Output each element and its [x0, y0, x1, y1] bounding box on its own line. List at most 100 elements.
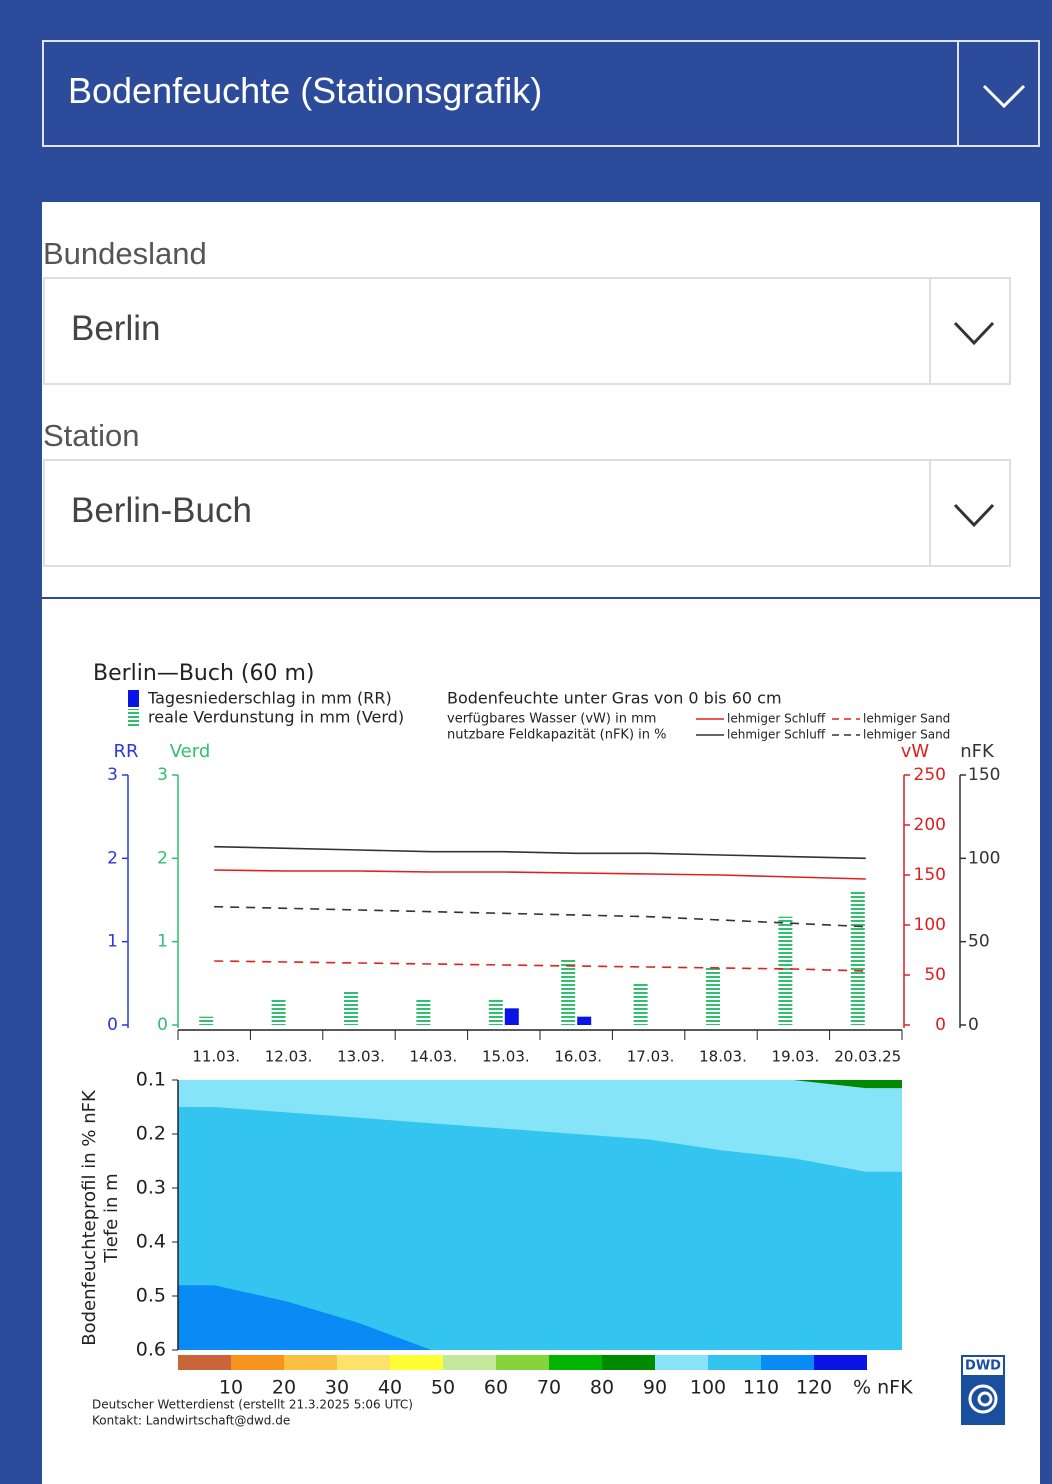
y-tick-label: 0: [968, 1015, 979, 1035]
profile-ylabel: Tiefe in m: [101, 1173, 122, 1263]
colorscale-label: 10: [219, 1377, 243, 1399]
y-tick-label: 2: [107, 848, 118, 868]
colorscale-cell: [231, 1355, 284, 1370]
line: [214, 845, 866, 860]
y-tick-label: 0.4: [136, 1231, 166, 1253]
bar: [850, 891, 865, 1025]
field-label: Bundesland: [43, 236, 207, 271]
y-tick-label: 200: [914, 815, 946, 835]
y-tick-label: 1: [157, 932, 168, 952]
colorscale-label: 90: [643, 1377, 667, 1399]
profile-layer: [178, 1107, 902, 1350]
colorscale-cell: [390, 1355, 443, 1370]
y-tick-label: 50: [924, 965, 946, 985]
select-box[interactable]: Berlin: [43, 277, 1011, 385]
contact: Kontakt: Landwirtschaft@dwd.de: [92, 1414, 290, 1428]
y-tick-label: 1: [107, 932, 118, 952]
y-tick-label: 0.1: [136, 1069, 166, 1091]
credit: Deutscher Wetterdienst (erstellt 21.3.20…: [92, 1398, 413, 1412]
y-axis-title: Verd: [170, 741, 211, 762]
colorscale-cell: [655, 1355, 708, 1370]
chart-subtitle: Bodenfeuchte unter Gras von 0 bis 60 cm: [447, 689, 782, 708]
y-tick-label: 0.2: [136, 1123, 166, 1145]
line: [214, 960, 866, 972]
colorscale-cell: [549, 1355, 602, 1370]
x-tick-label: 19.03.: [772, 1048, 820, 1066]
y-tick-label: 3: [107, 765, 118, 785]
select-value: Berlin: [71, 309, 161, 348]
logo-spiral: [968, 1384, 998, 1414]
field-label: Station: [43, 418, 140, 453]
colorscale-cell: [443, 1355, 496, 1370]
x-tick-label: 18.03.: [699, 1048, 747, 1066]
legend-swatch: [128, 709, 139, 726]
x-tick-label: 14.03.: [410, 1048, 458, 1066]
colorscale-label: 60: [484, 1377, 508, 1399]
y-tick-label: 0.3: [136, 1177, 166, 1199]
y-tick-label: 150: [968, 765, 1000, 785]
divider: [929, 279, 931, 383]
colorscale-unit: % nFK: [853, 1377, 913, 1399]
colorscale-cell: [178, 1355, 231, 1370]
colorscale-label: 100: [690, 1377, 726, 1399]
legend-label: reale Verdunstung in mm (Verd): [148, 708, 404, 727]
divider: [929, 461, 931, 565]
logo-text: DWD: [965, 1359, 1001, 1374]
y-tick-label: 50: [968, 932, 990, 952]
y-tick-label: 0: [935, 1015, 946, 1035]
legend-swatch: [128, 690, 139, 707]
colorscale-label: 50: [431, 1377, 455, 1399]
colorscale-cell: [602, 1355, 655, 1370]
y-tick-label: 100: [968, 848, 1000, 868]
dropdown-title: Bodenfeuchte (Stationsgrafik): [68, 70, 543, 111]
profile-layer: [793, 1080, 902, 1089]
bar: [706, 966, 720, 1025]
bar: [344, 991, 358, 1025]
legend-label: lehmiger Sand: [863, 728, 950, 742]
legend-label: lehmiger Schluff: [727, 728, 826, 742]
chart-title: Berlin—Buch (60 m): [93, 661, 315, 686]
profile-layer: [178, 1285, 902, 1350]
y-tick-label: 150: [914, 865, 946, 885]
y-axis-title: vW: [901, 741, 930, 762]
y-axis-title: RR: [113, 741, 138, 762]
separator: [42, 597, 1040, 599]
colorscale-label: 40: [378, 1377, 402, 1399]
bar: [488, 1000, 503, 1025]
x-tick-label: 13.03.: [337, 1048, 385, 1066]
view-dropdown[interactable]: Bodenfeuchte (Stationsgrafik): [42, 40, 1040, 147]
select-box[interactable]: Berlin-Buch: [43, 459, 1011, 567]
bar: [199, 1016, 214, 1025]
x-tick-label: 16.03.: [554, 1048, 602, 1066]
chevron: [953, 321, 995, 346]
y-tick-label: 0: [157, 1015, 168, 1035]
y-tick-label: 100: [914, 915, 946, 935]
legend-label: Tagesniederschlag in mm (RR): [147, 689, 392, 708]
bar: [271, 1000, 286, 1025]
x-tick-label: 12.03.: [265, 1048, 313, 1066]
colorscale-cell: [708, 1355, 761, 1370]
legend-group: verfügbares Wasser (vW) in mm: [447, 712, 656, 727]
bar: [504, 1008, 519, 1025]
colorscale-label: 70: [537, 1377, 561, 1399]
select-value: Berlin-Buch: [71, 491, 252, 530]
colorscale-cell: [284, 1355, 337, 1370]
y-tick-label: 2: [157, 848, 168, 868]
y-axis-title: nFK: [960, 741, 995, 762]
colorscale-label: 120: [796, 1377, 832, 1399]
divider: [957, 42, 959, 145]
bar: [561, 958, 576, 1025]
chevron: [982, 84, 1026, 109]
legend-group: nutzbare Feldkapazität (nFK) in %: [447, 728, 667, 743]
x-tick-label: 20.03.25: [834, 1048, 901, 1066]
y-tick-label: 0.5: [136, 1285, 166, 1307]
colorscale-label: 20: [272, 1377, 296, 1399]
soil-moisture-chart: Berlin—Buch (60 m) Bodenfeuchte unter Gr…: [79, 661, 1005, 1428]
y-tick-label: 3: [157, 765, 168, 785]
logo-spiral: [977, 1391, 993, 1407]
colorscale-cell: [496, 1355, 549, 1370]
bar: [416, 1000, 431, 1025]
legend-label: lehmiger Sand: [863, 712, 950, 726]
colorscale-cell: [337, 1355, 390, 1370]
